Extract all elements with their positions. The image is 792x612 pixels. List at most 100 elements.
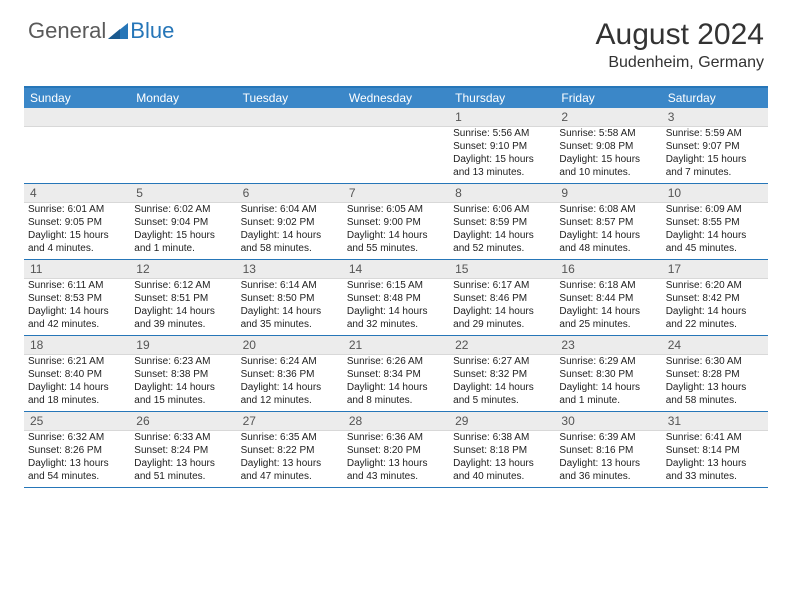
day-number: 29 [449,412,555,430]
logo-text-blue: Blue [130,18,174,44]
day-number: 14 [343,260,449,278]
day-number: 6 [237,184,343,202]
daylight-text: Daylight: 14 hours and 15 minutes. [134,381,232,407]
day-number-row: 45678910 [24,184,768,203]
day-number [237,108,343,126]
sunrise-text: Sunrise: 6:24 AM [241,355,339,368]
day-cell [130,127,236,183]
day-number: 31 [662,412,768,430]
day-cell: Sunrise: 6:08 AMSunset: 8:57 PMDaylight:… [555,203,661,259]
day-number: 9 [555,184,661,202]
logo-triangle-icon [108,23,128,39]
sunrise-text: Sunrise: 6:06 AM [453,203,551,216]
day-number: 1 [449,108,555,126]
sunrise-text: Sunrise: 6:11 AM [28,279,126,292]
day-cell: Sunrise: 6:05 AMSunset: 9:00 PMDaylight:… [343,203,449,259]
sunset-text: Sunset: 8:53 PM [28,292,126,305]
day-number [130,108,236,126]
day-number: 24 [662,336,768,354]
day-cell [343,127,449,183]
day-number: 19 [130,336,236,354]
daylight-text: Daylight: 15 hours and 13 minutes. [453,153,551,179]
logo: General Blue [28,18,174,44]
day-cell: Sunrise: 6:18 AMSunset: 8:44 PMDaylight:… [555,279,661,335]
daylight-text: Daylight: 15 hours and 1 minute. [134,229,232,255]
sunset-text: Sunset: 9:00 PM [347,216,445,229]
day-number: 13 [237,260,343,278]
day-cell: Sunrise: 6:33 AMSunset: 8:24 PMDaylight:… [130,431,236,487]
daylight-text: Daylight: 13 hours and 40 minutes. [453,457,551,483]
sunset-text: Sunset: 8:40 PM [28,368,126,381]
day-cell: Sunrise: 6:41 AMSunset: 8:14 PMDaylight:… [662,431,768,487]
day-number: 15 [449,260,555,278]
day-number: 16 [555,260,661,278]
day-cell: Sunrise: 6:14 AMSunset: 8:50 PMDaylight:… [237,279,343,335]
daylight-text: Daylight: 14 hours and 5 minutes. [453,381,551,407]
day-number-row: 123 [24,108,768,127]
sunset-text: Sunset: 8:42 PM [666,292,764,305]
sunrise-text: Sunrise: 6:32 AM [28,431,126,444]
day-number: 3 [662,108,768,126]
daylight-text: Daylight: 14 hours and 45 minutes. [666,229,764,255]
day-number: 20 [237,336,343,354]
sunrise-text: Sunrise: 6:33 AM [134,431,232,444]
sunset-text: Sunset: 8:22 PM [241,444,339,457]
sunset-text: Sunset: 8:26 PM [28,444,126,457]
calendar: SundayMondayTuesdayWednesdayThursdayFrid… [24,86,768,488]
day-cell: Sunrise: 6:26 AMSunset: 8:34 PMDaylight:… [343,355,449,411]
sunrise-text: Sunrise: 6:02 AM [134,203,232,216]
day-number: 17 [662,260,768,278]
day-cell: Sunrise: 6:35 AMSunset: 8:22 PMDaylight:… [237,431,343,487]
day-number: 7 [343,184,449,202]
day-cell: Sunrise: 6:38 AMSunset: 8:18 PMDaylight:… [449,431,555,487]
day-number: 4 [24,184,130,202]
daylight-text: Daylight: 14 hours and 39 minutes. [134,305,232,331]
day-cell: Sunrise: 6:36 AMSunset: 8:20 PMDaylight:… [343,431,449,487]
daylight-text: Daylight: 14 hours and 1 minute. [559,381,657,407]
daylight-text: Daylight: 14 hours and 12 minutes. [241,381,339,407]
sunset-text: Sunset: 8:34 PM [347,368,445,381]
sunrise-text: Sunrise: 6:26 AM [347,355,445,368]
week-row: 18192021222324Sunrise: 6:21 AMSunset: 8:… [24,336,768,412]
sunset-text: Sunset: 9:07 PM [666,140,764,153]
sunset-text: Sunset: 8:44 PM [559,292,657,305]
day-number [24,108,130,126]
day-cell: Sunrise: 6:21 AMSunset: 8:40 PMDaylight:… [24,355,130,411]
sunrise-text: Sunrise: 6:04 AM [241,203,339,216]
sunset-text: Sunset: 8:20 PM [347,444,445,457]
sunset-text: Sunset: 9:04 PM [134,216,232,229]
week-row: 45678910Sunrise: 6:01 AMSunset: 9:05 PMD… [24,184,768,260]
sunset-text: Sunset: 8:16 PM [559,444,657,457]
header: General Blue August 2024 Budenheim, Germ… [0,0,792,80]
sunset-text: Sunset: 8:38 PM [134,368,232,381]
day-cell [24,127,130,183]
sunrise-text: Sunrise: 6:09 AM [666,203,764,216]
week-row: 11121314151617Sunrise: 6:11 AMSunset: 8:… [24,260,768,336]
page-title: August 2024 [596,18,764,52]
sunrise-text: Sunrise: 6:21 AM [28,355,126,368]
sunrise-text: Sunrise: 6:41 AM [666,431,764,444]
day-number: 22 [449,336,555,354]
sunrise-text: Sunrise: 6:15 AM [347,279,445,292]
day-number: 2 [555,108,661,126]
daylight-text: Daylight: 14 hours and 8 minutes. [347,381,445,407]
day-number-row: 18192021222324 [24,336,768,355]
day-number: 23 [555,336,661,354]
day-number: 18 [24,336,130,354]
day-number: 11 [24,260,130,278]
weekday-header: Saturday [662,88,768,108]
daylight-text: Daylight: 14 hours and 25 minutes. [559,305,657,331]
daylight-text: Daylight: 14 hours and 32 minutes. [347,305,445,331]
daylight-text: Daylight: 13 hours and 36 minutes. [559,457,657,483]
daylight-text: Daylight: 13 hours and 33 minutes. [666,457,764,483]
sunrise-text: Sunrise: 6:12 AM [134,279,232,292]
sunset-text: Sunset: 8:57 PM [559,216,657,229]
day-cell [237,127,343,183]
daylight-text: Daylight: 14 hours and 29 minutes. [453,305,551,331]
day-cell: Sunrise: 6:15 AMSunset: 8:48 PMDaylight:… [343,279,449,335]
day-cell: Sunrise: 6:12 AMSunset: 8:51 PMDaylight:… [130,279,236,335]
sunset-text: Sunset: 8:14 PM [666,444,764,457]
day-cell: Sunrise: 6:23 AMSunset: 8:38 PMDaylight:… [130,355,236,411]
weekday-header: Friday [555,88,661,108]
daylight-text: Daylight: 15 hours and 7 minutes. [666,153,764,179]
